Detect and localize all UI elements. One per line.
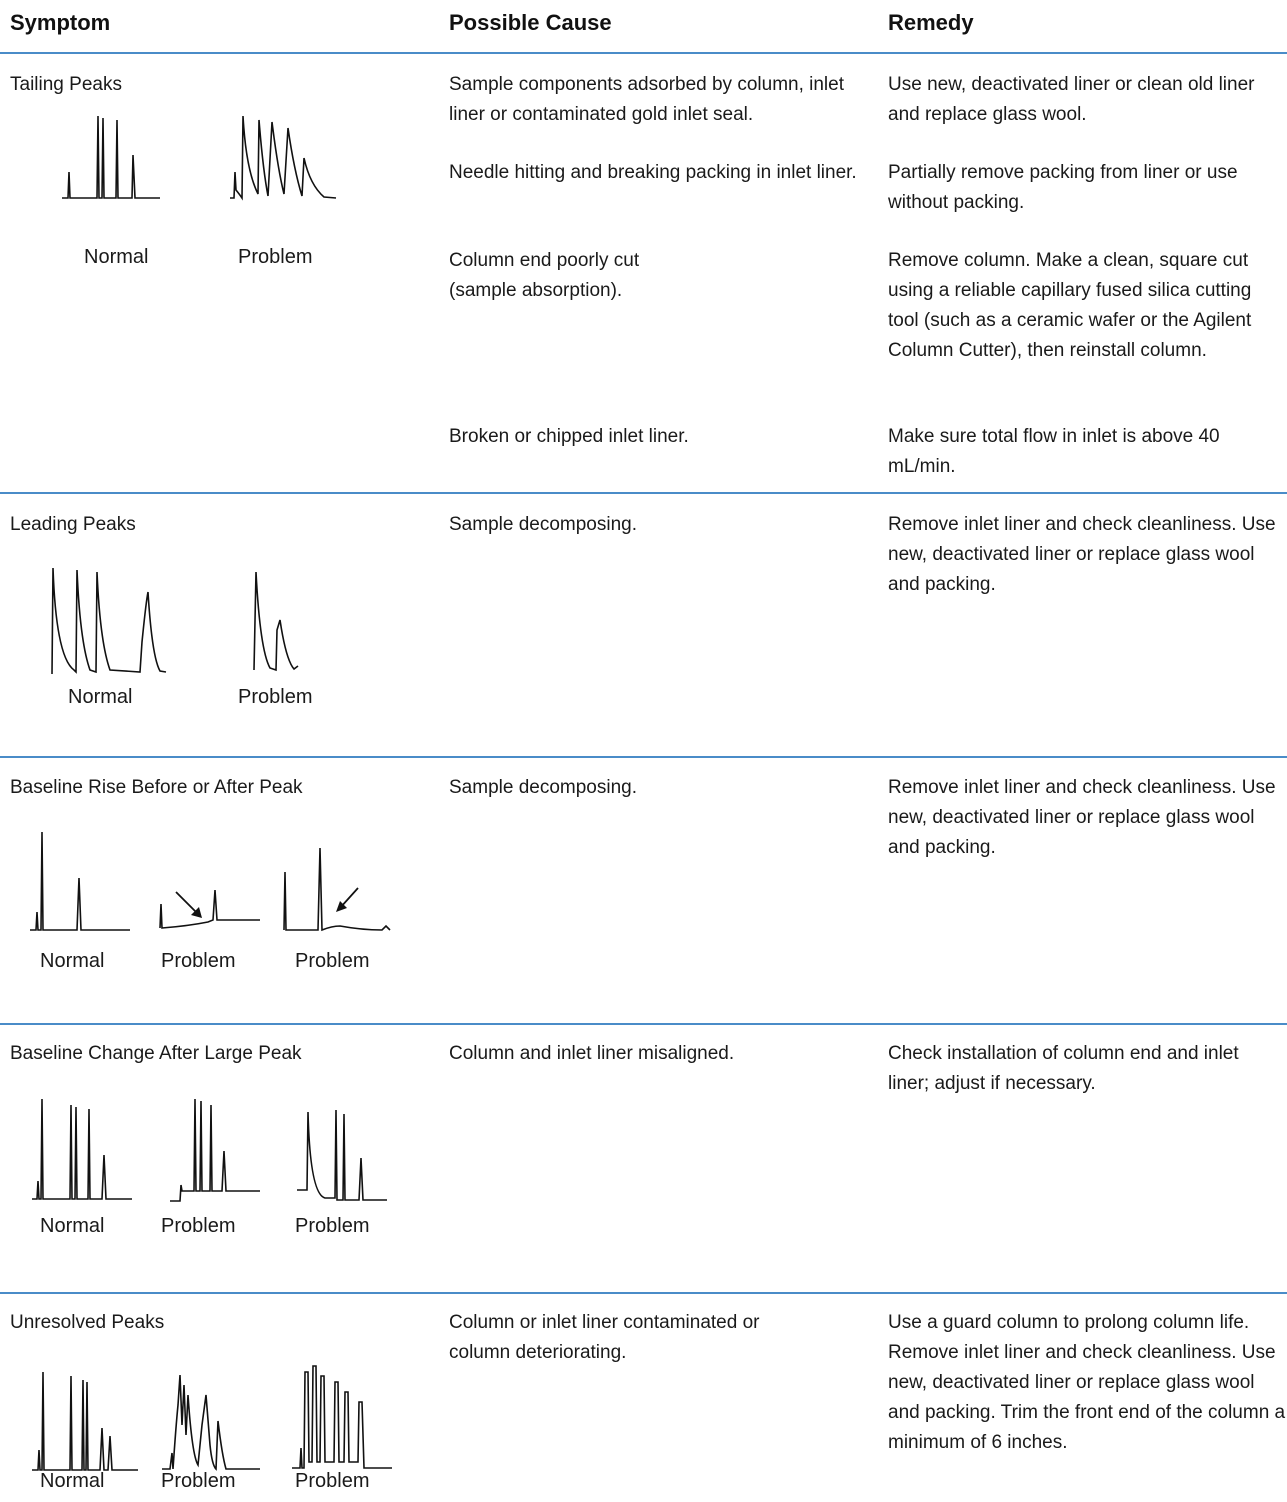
- row4-cause-1: Column and inlet liner misaligned.: [449, 1043, 735, 1064]
- row1-remedy-1: Use new, deactivated liner or clean old …: [888, 74, 1255, 125]
- row5-label-problem-1: Problem: [161, 1470, 236, 1492]
- row4-problem-chromatogram-2: [295, 1108, 390, 1208]
- row1-cause-3: Column end poorly cut (sample absorption…: [449, 250, 640, 301]
- row5-problem-chromatogram-1: [160, 1365, 265, 1475]
- row1-cause-2: Needle hitting and breaking packing in i…: [449, 162, 857, 183]
- cause-header: Possible Cause: [449, 10, 612, 35]
- row3-label-normal: Normal: [40, 950, 105, 972]
- row5-label-normal: Normal: [40, 1470, 105, 1492]
- row1-remedy-4: Make sure total flow in inlet is above 4…: [888, 426, 1220, 477]
- row5-label-problem-2: Problem: [295, 1470, 370, 1492]
- row3-normal-chromatogram: [28, 828, 133, 936]
- row2-symptom: Leading Peaks: [10, 514, 136, 535]
- symptom-header: Symptom: [10, 10, 111, 35]
- row5-problem-chromatogram-2: [290, 1362, 395, 1474]
- row1-normal-chromatogram: [52, 110, 162, 205]
- row4-label-problem-1: Problem: [161, 1215, 236, 1237]
- row4-problem-chromatogram-1: [168, 1095, 263, 1205]
- row1-label-normal: Normal: [84, 246, 149, 268]
- row2-cause-1: Sample decomposing.: [449, 514, 637, 535]
- row5-cause-1: Column or inlet liner contaminated or co…: [449, 1312, 760, 1363]
- row1-remedy-2: Partially remove packing from liner or u…: [888, 162, 1238, 213]
- row-divider: [0, 1023, 1287, 1025]
- row-divider: [0, 492, 1287, 494]
- row2-normal-chromatogram: [44, 562, 169, 677]
- row1-symptom: Tailing Peaks: [10, 74, 122, 95]
- row3-remedy-1: Remove inlet liner and check cleanliness…: [888, 777, 1276, 858]
- row4-label-normal: Normal: [40, 1215, 105, 1237]
- row3-cause-1: Sample decomposing.: [449, 777, 637, 798]
- row3-label-problem-2: Problem: [295, 950, 370, 972]
- row2-remedy-1: Remove inlet liner and check cleanliness…: [888, 514, 1276, 595]
- row5-remedy-1: Use a guard column to prolong column lif…: [888, 1312, 1286, 1453]
- row1-cause-1: Sample components adsorbed by column, in…: [449, 74, 845, 125]
- row4-remedy-1: Check installation of column end and inl…: [888, 1043, 1239, 1094]
- row4-symptom: Baseline Change After Large Peak: [10, 1043, 302, 1064]
- remedy-header: Remedy: [888, 10, 974, 35]
- row1-remedy-3: Remove column. Make a clean, square cut …: [888, 250, 1252, 361]
- row1-label-problem: Problem: [238, 246, 313, 268]
- row2-label-normal: Normal: [68, 686, 133, 708]
- row-divider: [0, 756, 1287, 758]
- row2-label-problem: Problem: [238, 686, 313, 708]
- row3-label-problem-1: Problem: [161, 950, 236, 972]
- row3-problem-chromatogram-2: [282, 838, 397, 938]
- row-divider: [0, 1292, 1287, 1294]
- row2-problem-chromatogram: [250, 570, 310, 675]
- row5-symptom: Unresolved Peaks: [10, 1312, 165, 1333]
- row4-normal-chromatogram: [30, 1095, 135, 1205]
- table-header: Symptom Possible Cause Remedy: [0, 0, 1287, 54]
- row4-label-problem-2: Problem: [295, 1215, 370, 1237]
- row3-symptom: Baseline Rise Before or After Peak: [10, 777, 303, 798]
- row1-cause-4: Broken or chipped inlet liner.: [449, 426, 689, 447]
- row1-problem-chromatogram: [228, 110, 338, 205]
- row5-normal-chromatogram: [30, 1370, 140, 1476]
- row3-problem-chromatogram-1: [158, 862, 263, 937]
